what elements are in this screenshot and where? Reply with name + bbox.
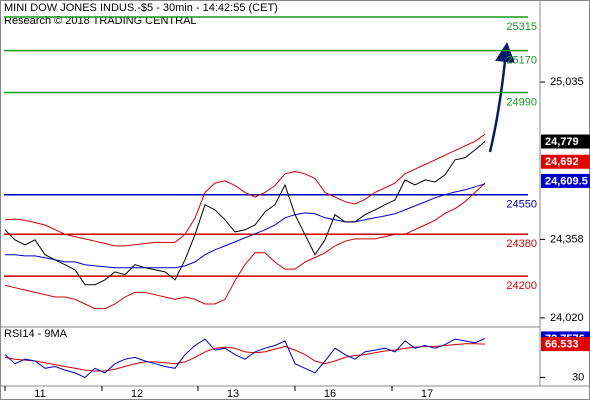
price-badge-label: 66.533 [545, 339, 579, 351]
series-line [4, 141, 486, 286]
series-line [5, 183, 486, 269]
x-tick-label: 16 [324, 388, 336, 400]
level-label: 24380 [506, 238, 537, 250]
x-tick-label: 12 [131, 388, 143, 400]
chart-title: MINI DOW JONES INDUS.-$5 - 30min - 14:42… [4, 2, 278, 14]
x-tick-label: 11 [34, 388, 45, 400]
series-line [4, 182, 486, 310]
level-label: 24200 [506, 280, 537, 292]
price-badge [541, 173, 590, 188]
y-tick-label: 24,358 [550, 233, 584, 245]
forecast-arrow [488, 42, 515, 153]
series-line [4, 133, 486, 247]
level-label: 24990 [506, 96, 537, 108]
price-badge [541, 134, 590, 149]
y-tick-label: 24,020 [550, 312, 584, 324]
rsi-title: RSI14 - 9MA [4, 328, 68, 340]
x-tick-label: 13 [227, 388, 239, 400]
series-line [4, 343, 486, 372]
price-badge-label: 24,779 [545, 136, 579, 148]
x-tick-label: 17 [421, 388, 433, 400]
y-tick-label: 25,035 [550, 76, 584, 88]
series-line [4, 337, 486, 378]
price-badge [541, 154, 590, 169]
y-tick-label: 30 [572, 371, 584, 383]
level-label: 25315 [506, 21, 537, 33]
price-badge-label: 24,609.5 [545, 175, 588, 187]
level-label: 25170 [506, 55, 537, 67]
level-label: 24550 [506, 199, 537, 211]
price-badge [541, 337, 590, 352]
price-badge-label: 24,692 [545, 156, 579, 168]
chart-subtitle: Research © 2018 TRADING CENTRAL [4, 15, 197, 27]
